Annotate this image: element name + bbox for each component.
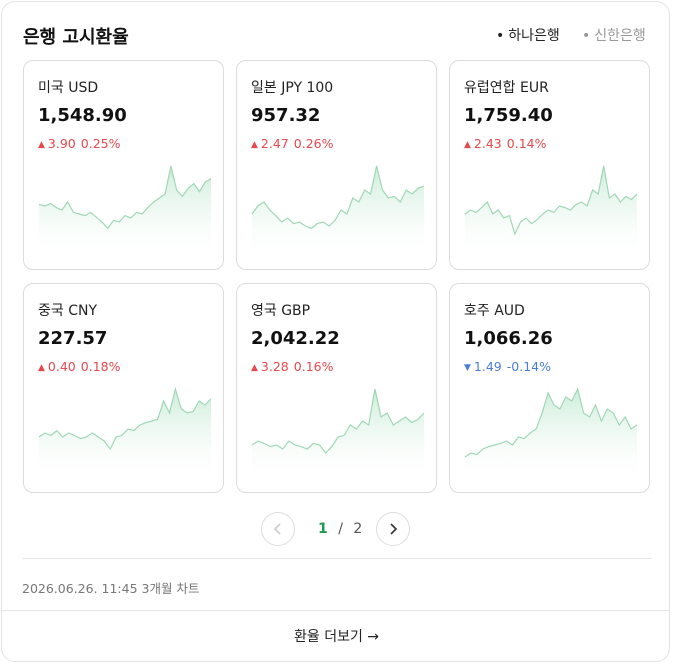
change-amount: 1.49 xyxy=(473,359,502,374)
more-link[interactable]: 환율 더보기 → xyxy=(293,629,380,645)
divider xyxy=(22,558,652,559)
change-rate: 0.14% xyxy=(506,136,547,151)
direction-arrow: ▼ xyxy=(464,363,471,373)
currency-price: 1,548.90 xyxy=(38,105,127,126)
next-icon xyxy=(390,523,398,535)
currency-card[interactable]: 일본 JPY 100 957.32 ▲ 2.47 0.26% xyxy=(236,60,437,270)
sparkline-line xyxy=(464,387,638,458)
direction-arrow: ▲ xyxy=(251,363,258,373)
currency-change: ▲ 3.28 0.16% xyxy=(251,359,333,374)
currency-change: ▼ 1.49 -0.14% xyxy=(464,359,551,374)
currency-price: 957.32 xyxy=(251,105,321,126)
sparkline-line xyxy=(251,165,425,230)
current-page: 1 xyxy=(318,521,328,537)
tab-label: 신한은행 xyxy=(594,28,646,44)
currency-change: ▲ 3.90 0.25% xyxy=(38,136,120,151)
sparkline-area xyxy=(39,166,211,253)
total-pages: 2 xyxy=(353,521,363,537)
currency-card[interactable]: 유럽연합 EUR 1,759.40 ▲ 2.43 0.14% xyxy=(449,60,650,270)
tab-bullet: • xyxy=(582,28,591,44)
sparkline xyxy=(38,165,212,253)
currency-card[interactable]: 호주 AUD 1,066.26 ▼ 1.49 -0.14% xyxy=(449,283,650,493)
sparkline-line xyxy=(251,388,425,454)
direction-arrow: ▲ xyxy=(251,140,258,150)
currency-card[interactable]: 영국 GBP 2,042.22 ▲ 3.28 0.16% xyxy=(236,283,437,493)
direction-arrow: ▲ xyxy=(464,140,471,150)
sparkline xyxy=(464,387,638,476)
tab-bullet: • xyxy=(496,28,505,44)
change-amount: 0.40 xyxy=(47,359,76,374)
currency-price: 1,759.40 xyxy=(464,105,553,126)
change-rate: 0.18% xyxy=(80,359,121,374)
change-amount: 3.90 xyxy=(47,136,76,151)
prev-icon xyxy=(273,523,281,535)
currency-name: 호주 AUD xyxy=(464,303,525,319)
direction-arrow: ▲ xyxy=(38,363,45,373)
sparkline-line xyxy=(38,386,212,451)
change-rate: -0.14% xyxy=(506,359,551,374)
currency-change: ▲ 0.40 0.18% xyxy=(38,359,120,374)
currency-name: 일본 JPY 100 xyxy=(251,80,334,96)
bank-tab[interactable]: • 하나은행 xyxy=(496,25,560,45)
sparkline xyxy=(464,165,638,253)
divider xyxy=(2,610,669,611)
currency-name: 미국 USD xyxy=(38,80,99,96)
currency-card[interactable]: 중국 CNY 227.57 ▲ 0.40 0.18% xyxy=(23,283,224,493)
sparkline-area xyxy=(465,389,637,476)
currency-name: 유럽연합 EUR xyxy=(464,80,549,96)
currency-price: 227.57 xyxy=(38,328,108,349)
sparkline-area xyxy=(465,166,637,253)
change-amount: 2.47 xyxy=(260,136,289,151)
change-amount: 3.28 xyxy=(260,359,289,374)
timestamp: 2026.06.26. 11:45 3개월 차트 xyxy=(22,581,200,596)
next-page-button[interactable] xyxy=(376,512,410,546)
prev-page-button[interactable] xyxy=(261,512,295,546)
change-rate: 0.16% xyxy=(293,359,334,374)
tab-label: 하나은행 xyxy=(508,28,560,44)
currency-price: 2,042.22 xyxy=(251,328,340,349)
change-rate: 0.25% xyxy=(80,136,121,151)
currency-change: ▲ 2.43 0.14% xyxy=(464,136,546,151)
sparkline-area xyxy=(252,166,424,253)
change-rate: 0.26% xyxy=(293,136,334,151)
sparkline-line xyxy=(464,165,638,236)
bank-tab[interactable]: • 신한은행 xyxy=(582,25,646,45)
sparkline xyxy=(251,388,425,476)
change-amount: 2.43 xyxy=(473,136,502,151)
currency-change: ▲ 2.47 0.26% xyxy=(251,136,333,151)
sparkline xyxy=(251,165,425,253)
currency-name: 영국 GBP xyxy=(251,303,311,319)
sparkline-area xyxy=(252,389,424,476)
page-separator: / xyxy=(338,521,343,537)
direction-arrow: ▲ xyxy=(38,140,45,150)
sparkline xyxy=(38,386,212,476)
sparkline-line xyxy=(38,165,212,230)
currency-price: 1,066.26 xyxy=(464,328,553,349)
currency-name: 중국 CNY xyxy=(38,303,98,319)
currency-card[interactable]: 미국 USD 1,548.90 ▲ 3.90 0.25% xyxy=(23,60,224,270)
widget-title: 은행 고시환율 xyxy=(23,27,129,48)
